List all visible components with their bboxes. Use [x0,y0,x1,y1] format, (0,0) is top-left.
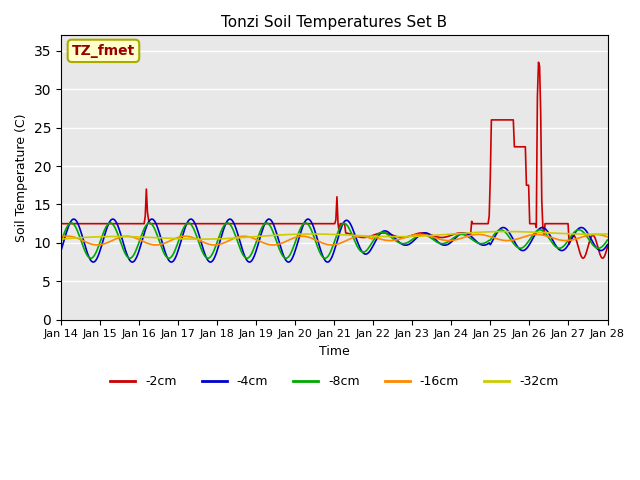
X-axis label: Time: Time [319,345,349,358]
Y-axis label: Soil Temperature (C): Soil Temperature (C) [15,113,28,242]
Title: Tonzi Soil Temperatures Set B: Tonzi Soil Temperatures Set B [221,15,447,30]
Text: TZ_fmet: TZ_fmet [72,44,135,58]
Legend: -2cm, -4cm, -8cm, -16cm, -32cm: -2cm, -4cm, -8cm, -16cm, -32cm [105,370,563,393]
